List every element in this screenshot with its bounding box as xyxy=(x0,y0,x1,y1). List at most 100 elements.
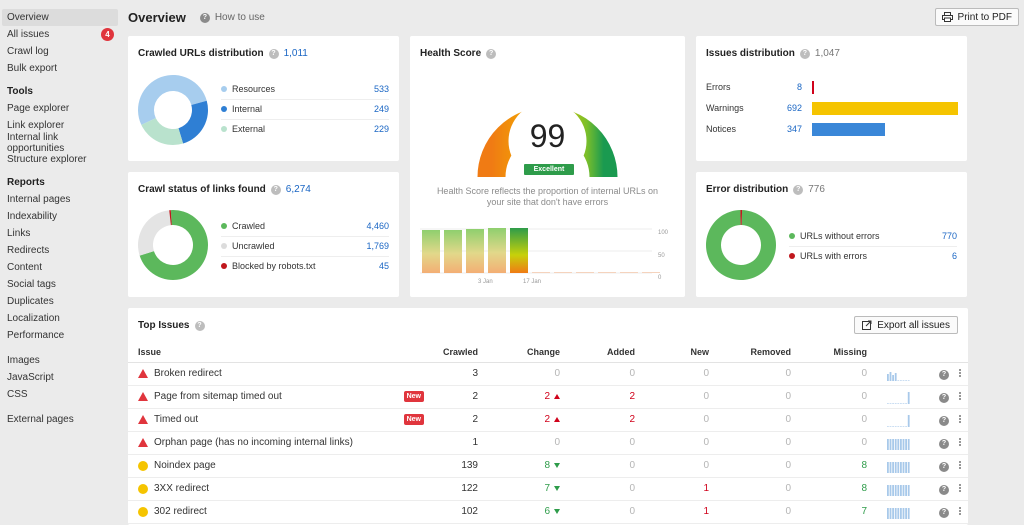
sidebar-item-localization[interactable]: Localization xyxy=(7,313,60,324)
cell-missing[interactable]: 0 xyxy=(797,362,873,386)
cell-crawled[interactable]: 1 xyxy=(434,431,484,455)
cell-missing[interactable]: 7 xyxy=(797,500,873,524)
sidebar-item-all-issues[interactable]: All issues 4 xyxy=(0,26,118,43)
cell-crawled[interactable]: 2 xyxy=(434,385,484,409)
more-options-icon[interactable] xyxy=(959,460,962,470)
more-options-icon[interactable] xyxy=(959,483,962,493)
help-icon[interactable]: ? xyxy=(939,484,949,495)
legend-value[interactable]: 1,769 xyxy=(366,241,389,251)
sidebar-item-redirects[interactable]: Redirects xyxy=(7,245,50,256)
help-icon[interactable]: ? xyxy=(793,184,804,195)
help-icon[interactable]: ? xyxy=(194,320,205,331)
issue-type-count[interactable]: 692 xyxy=(786,103,802,113)
issue-type-count[interactable]: 347 xyxy=(786,124,802,134)
cell-new[interactable]: 0 xyxy=(641,362,715,386)
donut-slice-resources[interactable] xyxy=(138,75,207,125)
issue-name-link[interactable]: Broken redirect xyxy=(154,368,222,379)
help-icon[interactable]: ? xyxy=(939,438,949,449)
help-icon[interactable]: ? xyxy=(939,392,949,403)
help-icon[interactable]: ? xyxy=(270,184,281,195)
cell-added[interactable]: 0 xyxy=(566,500,641,524)
issue-name-link[interactable]: Noindex page xyxy=(154,460,216,471)
legend-value[interactable]: 229 xyxy=(373,124,389,134)
cell-removed[interactable]: 0 xyxy=(715,362,797,386)
issue-name-link[interactable]: Orphan page (has no incoming internal li… xyxy=(154,437,353,448)
table-row[interactable]: Timed out New 2 2 2 0 0 0? xyxy=(128,408,968,432)
cell-missing[interactable]: 0 xyxy=(797,385,873,409)
export-all-issues-button[interactable]: Export all issues xyxy=(854,316,958,334)
print-to-pdf-button[interactable]: Print to PDF xyxy=(934,8,1019,26)
issue-name-link[interactable]: 3XX redirect xyxy=(154,483,210,494)
cell-missing[interactable]: 8 xyxy=(797,477,873,501)
legend-value[interactable]: 770 xyxy=(941,231,957,241)
more-options-icon[interactable] xyxy=(959,414,962,424)
column-header[interactable]: New xyxy=(641,343,715,363)
cell-new[interactable]: 0 xyxy=(641,431,715,455)
more-options-icon[interactable] xyxy=(959,506,962,516)
donut-slice-crawled[interactable] xyxy=(139,210,208,280)
issue-type-bar[interactable] xyxy=(812,81,814,94)
sidebar-item-javascript[interactable]: JavaScript xyxy=(7,372,54,383)
cell-added[interactable]: 0 xyxy=(566,431,641,455)
legend-value[interactable]: 6 xyxy=(951,251,957,261)
donut-slice-urls-with-errors[interactable] xyxy=(740,210,743,226)
table-row[interactable]: Orphan page (has no incoming internal li… xyxy=(128,431,968,455)
cell-change[interactable]: 0 xyxy=(484,362,566,386)
more-options-icon[interactable] xyxy=(959,368,962,378)
column-header[interactable]: Missing xyxy=(797,343,873,363)
donut-slice-blocked-by-robots-txt[interactable] xyxy=(169,210,172,226)
cell-added[interactable]: 0 xyxy=(566,362,641,386)
issue-name-link[interactable]: Timed out xyxy=(154,414,199,425)
column-header[interactable]: Removed xyxy=(715,343,797,363)
cell-crawled[interactable]: 102 xyxy=(434,500,484,524)
sidebar-item-performance[interactable]: Performance xyxy=(7,330,65,341)
cell-new[interactable]: 1 xyxy=(641,500,715,524)
cell-new[interactable]: 0 xyxy=(641,408,715,432)
more-options-icon[interactable] xyxy=(959,391,962,401)
cell-change[interactable]: 2 xyxy=(484,408,566,432)
donut-slice-internal[interactable] xyxy=(178,100,208,144)
column-header[interactable]: Issue xyxy=(128,343,434,363)
column-header[interactable]: Crawled xyxy=(434,343,484,363)
column-header[interactable]: Added xyxy=(566,343,641,363)
cell-removed[interactable]: 0 xyxy=(715,408,797,432)
issue-name-link[interactable]: Page from sitemap timed out xyxy=(154,391,282,402)
cell-removed[interactable]: 0 xyxy=(715,385,797,409)
legend-value[interactable]: 249 xyxy=(373,104,389,114)
sidebar-item-duplicates[interactable]: Duplicates xyxy=(7,296,54,307)
table-row[interactable]: Noindex page 139 8 0 0 0 8? xyxy=(128,454,968,478)
cell-added[interactable]: 0 xyxy=(566,477,641,501)
donut-slice-uncrawled[interactable] xyxy=(138,210,171,256)
table-row[interactable]: Page from sitemap timed out New 2 2 2 0 0 0? xyxy=(128,385,968,409)
cell-crawled[interactable]: 3 xyxy=(434,362,484,386)
sidebar-item-overview[interactable]: Overview xyxy=(2,9,118,26)
sidebar-item-crawl-log[interactable]: Crawl log xyxy=(7,46,49,57)
cell-missing[interactable]: 8 xyxy=(797,454,873,478)
legend-value[interactable]: 4,460 xyxy=(366,221,389,231)
cell-change[interactable]: 2 xyxy=(484,385,566,409)
issue-type-bar[interactable] xyxy=(812,102,958,115)
issue-type-count[interactable]: 8 xyxy=(796,82,802,92)
cell-added[interactable]: 0 xyxy=(566,454,641,478)
sidebar-item-images[interactable]: Images xyxy=(7,355,40,366)
cell-new[interactable]: 0 xyxy=(641,454,715,478)
table-row[interactable]: 302 redirect 102 6 0 1 0 7? xyxy=(128,500,968,524)
total-count[interactable]: 1,011 xyxy=(283,48,308,59)
legend-value[interactable]: 533 xyxy=(373,84,389,94)
more-options-icon[interactable] xyxy=(959,437,962,447)
sidebar-item-indexability[interactable]: Indexability xyxy=(7,211,58,222)
help-icon[interactable]: ? xyxy=(799,48,810,59)
cell-crawled[interactable]: 2 xyxy=(434,408,484,432)
sidebar-item-links[interactable]: Links xyxy=(7,228,31,239)
sidebar-item-external-pages[interactable]: External pages xyxy=(7,414,74,425)
sidebar-item-structure-explorer[interactable]: Structure explorer xyxy=(7,154,87,165)
issue-name-link[interactable]: 302 redirect xyxy=(154,506,207,517)
cell-missing[interactable]: 0 xyxy=(797,431,873,455)
legend-value[interactable]: 45 xyxy=(378,261,389,271)
cell-added[interactable]: 2 xyxy=(566,408,641,432)
cell-new[interactable]: 1 xyxy=(641,477,715,501)
table-row[interactable]: Broken redirect 3 0 0 0 0 0? xyxy=(128,362,968,386)
total-count[interactable]: 6,274 xyxy=(285,184,311,195)
cell-change[interactable]: 7 xyxy=(484,477,566,501)
cell-change[interactable]: 8 xyxy=(484,454,566,478)
